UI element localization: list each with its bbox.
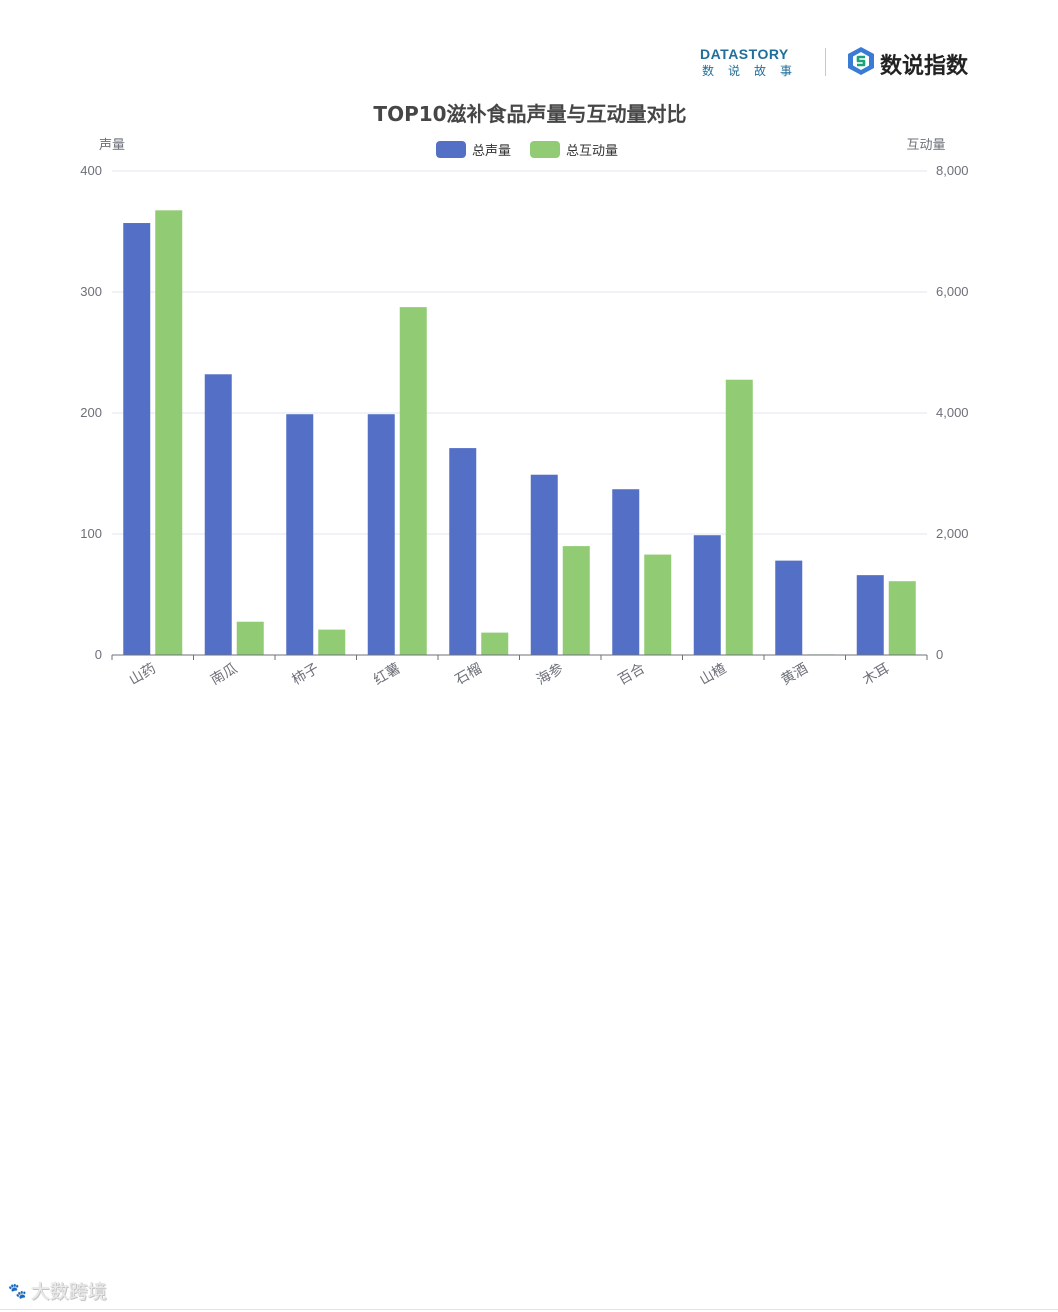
bar-interaction-2[interactable]: [318, 629, 346, 655]
right-axis-name: 互动量: [906, 138, 945, 153]
y-tick-label-left: 200: [80, 405, 102, 420]
datastory-logo-subtitle: 数说故事: [702, 64, 807, 78]
datastory-logo-text: DATASTORY: [700, 46, 789, 62]
legend-swatch-0[interactable]: [436, 141, 466, 158]
legend-label-0[interactable]: 总声量: [472, 144, 511, 159]
bar-voice-0[interactable]: [123, 223, 151, 655]
y-tick-label-right: 4,000: [936, 405, 969, 420]
y-tick-label-left: 0: [95, 647, 102, 662]
shuoshuo-logo-text: 数说指数: [880, 54, 969, 79]
bar-interaction-1[interactable]: [236, 621, 264, 655]
left-axis-name: 声量: [99, 138, 125, 153]
bottom-divider: [0, 1309, 1058, 1310]
bar-interaction-0[interactable]: [155, 210, 183, 655]
bar-interaction-7[interactable]: [725, 379, 753, 655]
legend-swatch-1[interactable]: [530, 141, 560, 158]
bar-voice-7[interactable]: [693, 535, 721, 655]
x-tick-label: 百合: [616, 661, 648, 689]
bar-voice-8[interactable]: [775, 560, 803, 655]
shuoshuo-logo-icon: [848, 47, 874, 75]
chart-title: TOP10滋补食品声量与互动量对比: [373, 102, 686, 126]
bar-interaction-4[interactable]: [481, 632, 509, 655]
watermark-text: 大数跨境: [30, 1281, 107, 1303]
x-tick-label: 石榴: [453, 661, 485, 689]
y-tick-label-right: 0: [936, 647, 943, 662]
bar-chart: TOP10滋补食品声量与互动量对比 声量 互动量 总声量 总互动量 0 100 200…: [80, 102, 969, 689]
y-tick-label-right: 8,000: [936, 163, 969, 178]
chart-legend[interactable]: 总声量 总互动量: [436, 141, 618, 159]
brand-divider: [825, 48, 826, 76]
bar-voice-6[interactable]: [612, 489, 640, 655]
bar-interaction-3[interactable]: [399, 307, 427, 655]
baidu-logo-icon: 🐾: [8, 1281, 27, 1300]
y-tick-label-left: 400: [80, 163, 102, 178]
x-tick-label: 木耳: [860, 661, 892, 689]
y-tick-label-right: 6,000: [936, 284, 969, 299]
x-tick-label: 红薯: [371, 661, 403, 689]
bar-voice-5[interactable]: [530, 474, 558, 655]
bar-interaction-5[interactable]: [562, 546, 590, 655]
x-tick-label: 南瓜: [208, 661, 240, 689]
chart-gridlines: [112, 170, 927, 535]
watermark: 🐾 大数跨境: [8, 1277, 107, 1304]
bar-interaction-9[interactable]: [888, 581, 916, 655]
brand-header: DATASTORY 数说故事 数说指数: [696, 44, 986, 84]
x-tick-label: 山药: [127, 661, 159, 689]
x-tick-label: 黄酒: [778, 660, 811, 689]
bar-voice-2[interactable]: [286, 414, 314, 655]
x-tick-label: 山楂: [697, 661, 729, 689]
bar-voice-1[interactable]: [204, 374, 232, 655]
x-tick-label: 海参: [534, 660, 567, 689]
bar-voice-9[interactable]: [856, 575, 884, 655]
bar-interaction-6[interactable]: [644, 554, 672, 655]
bar-voice-3[interactable]: [367, 414, 395, 655]
bar-voice-4[interactable]: [449, 448, 477, 655]
chart-bars: [123, 210, 916, 655]
y-tick-label-left: 100: [80, 526, 102, 541]
x-tick-label: 柿子: [289, 660, 322, 689]
y-tick-label-left: 300: [80, 284, 102, 299]
y-tick-label-right: 2,000: [936, 526, 969, 541]
legend-label-1[interactable]: 总互动量: [566, 144, 618, 159]
